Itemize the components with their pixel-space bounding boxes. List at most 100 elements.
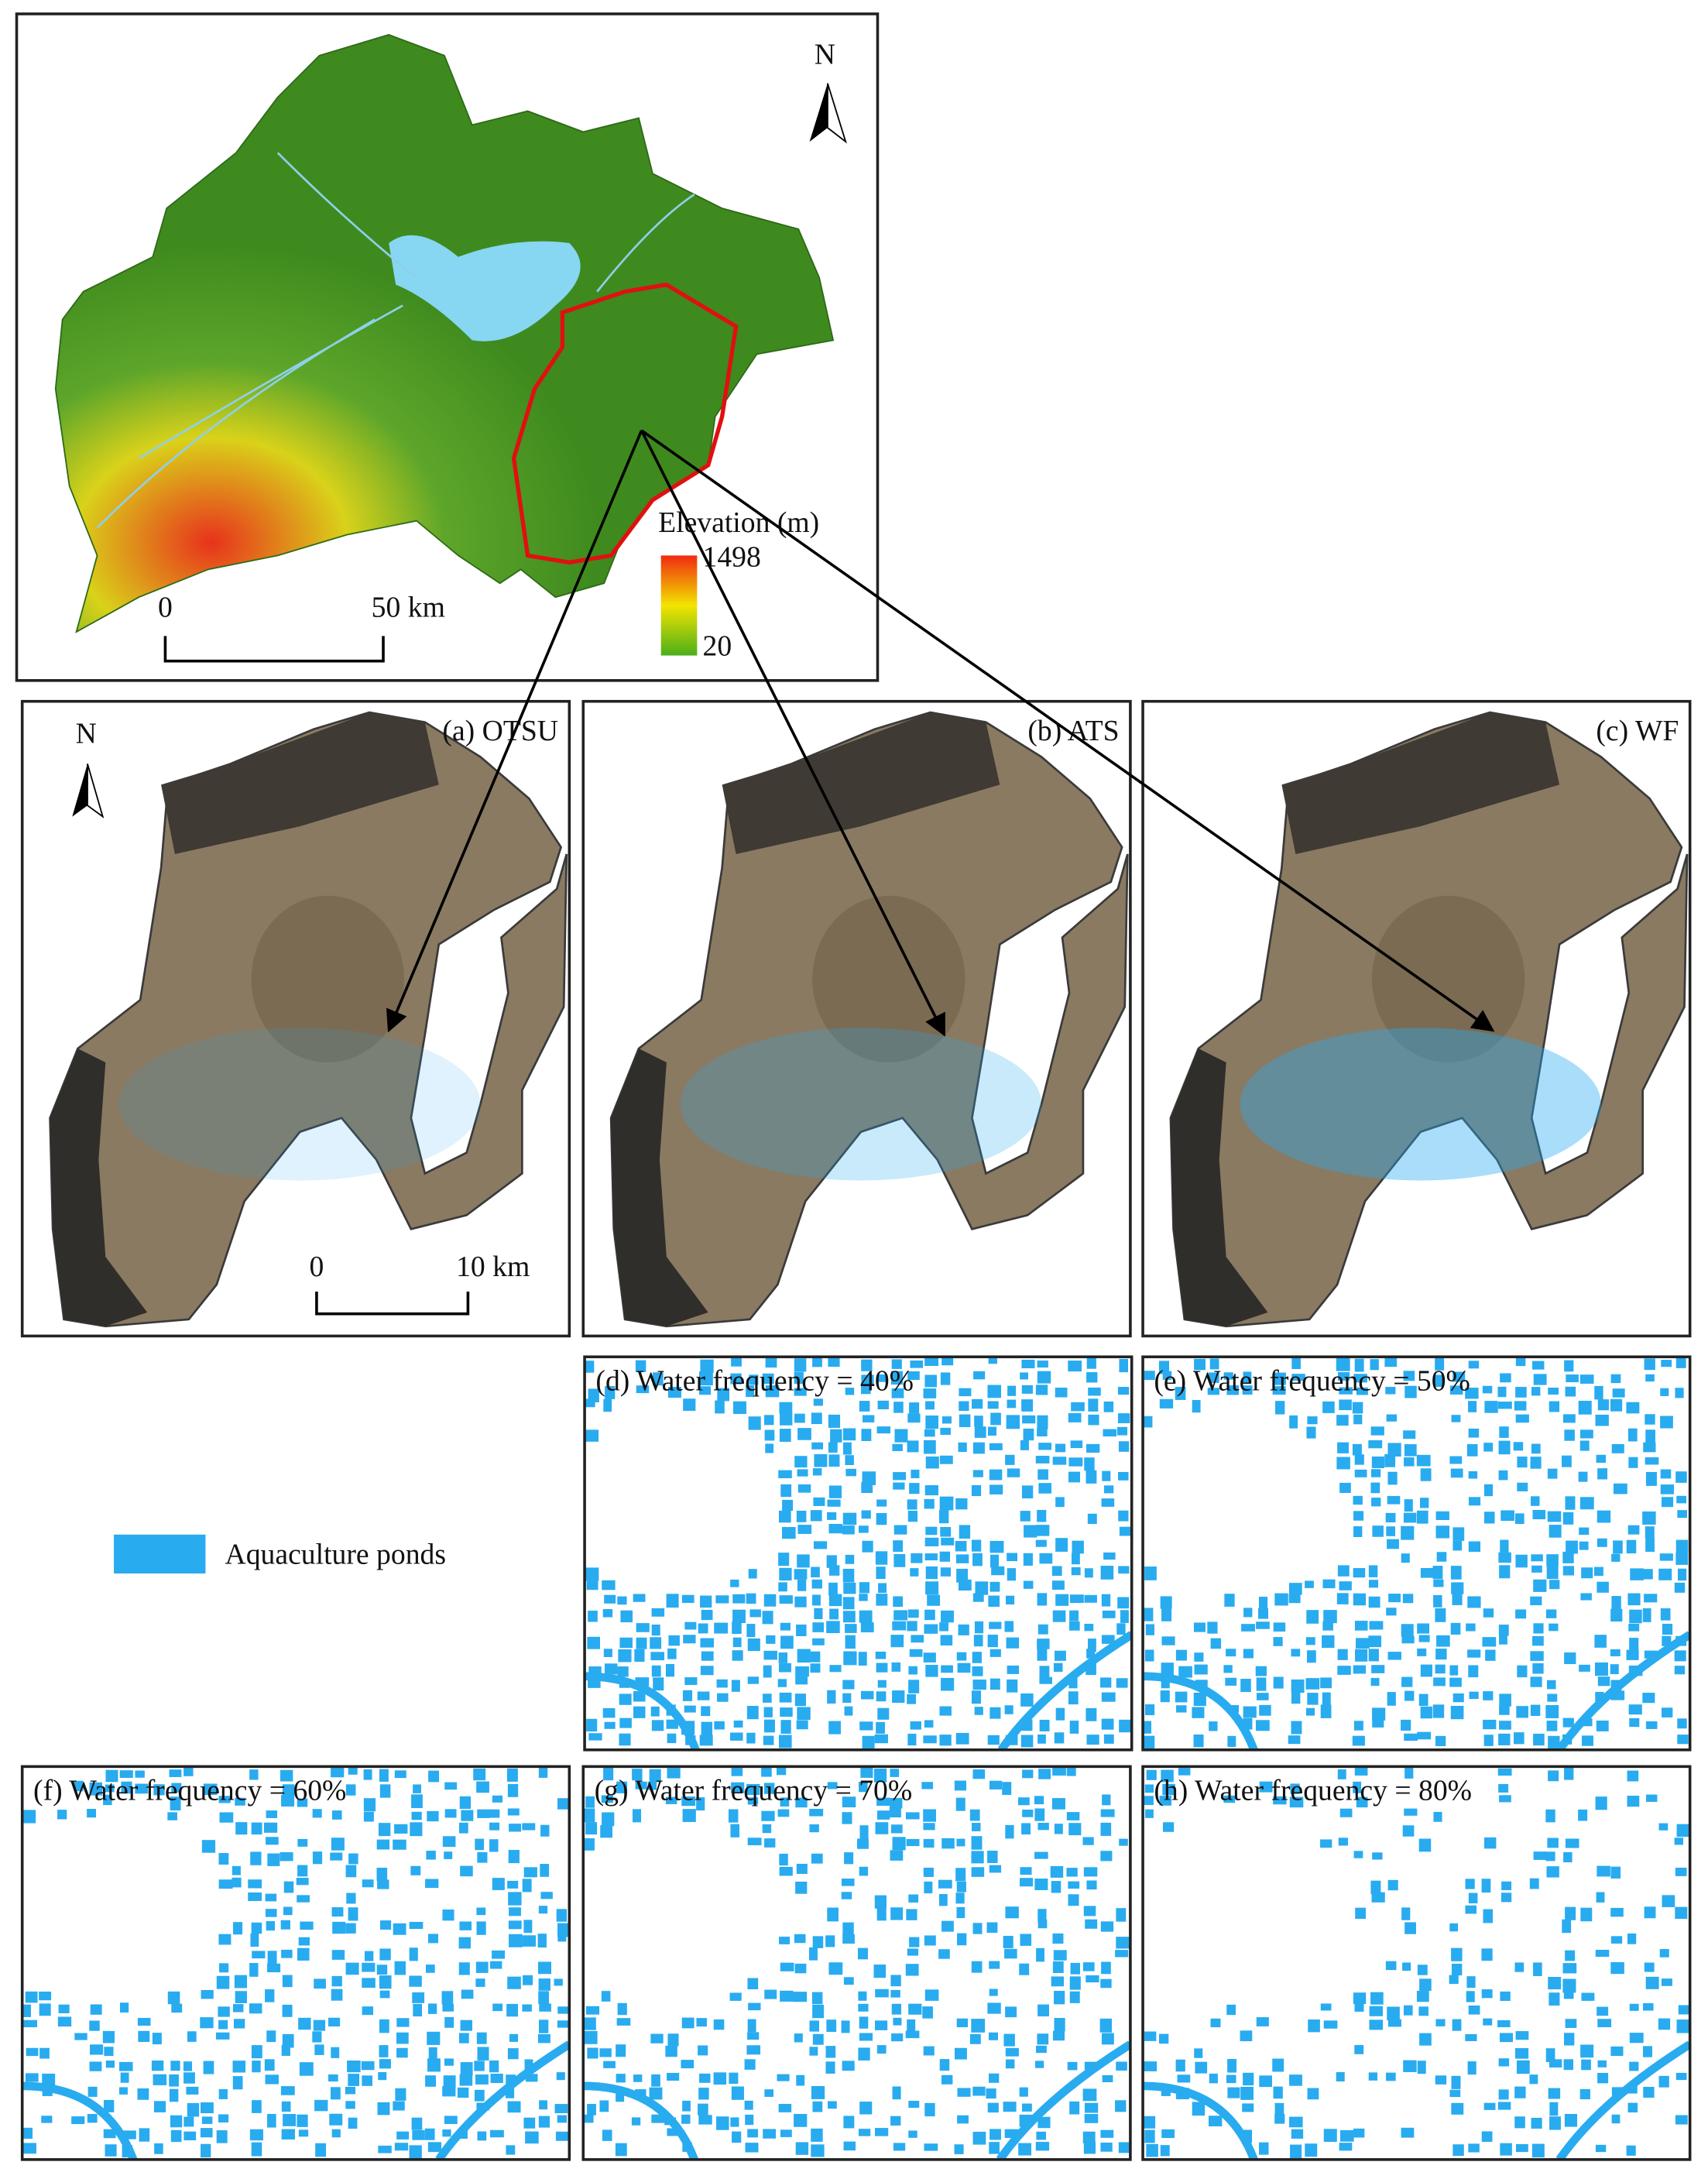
pond — [602, 2129, 612, 2141]
pond — [506, 2145, 516, 2155]
pond — [1610, 1649, 1621, 1656]
pond — [281, 1949, 293, 1958]
pond — [1468, 2143, 1480, 2153]
pond — [1055, 1443, 1066, 1453]
pond — [940, 1527, 952, 1537]
panel-label: (a) OTSU — [442, 715, 558, 747]
pond — [842, 1442, 852, 1455]
north-label: N — [76, 718, 97, 750]
pond — [1102, 1610, 1116, 1618]
pond — [1481, 1948, 1493, 1961]
pond — [1579, 1664, 1590, 1672]
pond — [619, 1637, 633, 1649]
pond — [1483, 1608, 1494, 1618]
pond — [1403, 1430, 1416, 1440]
pond — [1532, 1663, 1544, 1674]
pond — [1161, 1676, 1170, 1689]
pond — [1644, 1650, 1658, 1659]
pond — [1675, 1357, 1686, 1368]
pond — [169, 2074, 179, 2087]
pond — [537, 1934, 547, 1948]
pond — [585, 1398, 595, 1408]
pond — [1417, 1731, 1432, 1740]
pond — [1597, 1676, 1610, 1687]
pond — [1120, 1610, 1129, 1623]
pond — [1449, 1923, 1459, 1932]
pond — [330, 1852, 343, 1861]
pond — [956, 1906, 965, 1919]
pond — [1084, 1568, 1093, 1578]
pond — [1068, 1823, 1082, 1836]
pond — [1259, 2075, 1272, 2088]
pond — [22, 2004, 31, 2017]
pond — [828, 1721, 841, 1735]
pond — [1007, 1553, 1017, 1562]
pond — [25, 1991, 38, 2003]
pond — [425, 1965, 435, 1973]
pond — [1158, 2033, 1169, 2044]
pond — [860, 1690, 874, 1700]
panel-frame — [20, 699, 571, 1338]
pond — [1627, 1933, 1637, 1944]
pond — [1468, 2005, 1480, 2015]
pond — [939, 1622, 948, 1632]
pond — [1517, 1482, 1528, 1491]
pond — [345, 2101, 355, 2109]
pond — [1401, 1525, 1415, 1540]
pond — [1483, 1443, 1494, 1452]
pond — [1386, 1414, 1398, 1422]
pond — [1530, 1704, 1541, 1716]
pond — [717, 1693, 729, 1702]
pond — [1289, 1415, 1298, 1429]
pond — [842, 2061, 855, 2071]
pond — [137, 2017, 151, 2026]
pond — [1547, 1511, 1562, 1522]
pond — [267, 1853, 280, 1866]
pond — [1291, 1374, 1305, 1381]
pond — [1404, 2005, 1413, 2016]
pond — [507, 1880, 519, 1889]
pond — [1675, 1539, 1689, 1553]
pond — [1003, 2102, 1017, 2112]
pond — [427, 2142, 442, 2153]
pond — [1227, 1735, 1236, 1747]
pond — [1069, 1991, 1080, 2003]
pond — [363, 1769, 372, 1780]
arrow — [640, 429, 1495, 1032]
pond — [394, 1824, 408, 1834]
pond — [907, 2019, 916, 2033]
pond — [650, 1652, 665, 1661]
pond — [908, 2003, 922, 2015]
pond — [986, 1922, 998, 1934]
pond — [1353, 2128, 1365, 2138]
pond — [1021, 1359, 1035, 1369]
pond — [794, 2113, 808, 2127]
panel-label: (b) ATS — [1027, 715, 1119, 747]
pond — [1037, 1624, 1048, 1635]
pond — [843, 1977, 854, 1985]
pond — [1482, 1385, 1493, 1394]
pond — [25, 2073, 39, 2082]
pond — [698, 2115, 712, 2125]
pond — [1066, 1767, 1076, 1776]
pond — [1227, 2087, 1240, 2098]
pond — [633, 1690, 646, 1702]
pond — [1101, 2033, 1114, 2045]
pond — [827, 1782, 838, 1790]
map-frame — [15, 12, 880, 682]
pond — [1007, 1385, 1017, 1396]
pond — [1387, 1471, 1398, 1485]
pond — [557, 2115, 568, 2123]
pond — [1627, 1428, 1638, 1442]
pond — [1629, 1717, 1640, 1728]
pond — [1227, 2059, 1237, 2073]
panel-label: (c) WF — [1596, 715, 1679, 747]
pond — [700, 1359, 714, 1373]
pond — [379, 1990, 390, 1999]
pond — [957, 2088, 971, 2097]
pond — [42, 2073, 56, 2087]
pond — [428, 1770, 440, 1783]
pond — [987, 1851, 998, 1863]
pond — [766, 1635, 776, 1644]
